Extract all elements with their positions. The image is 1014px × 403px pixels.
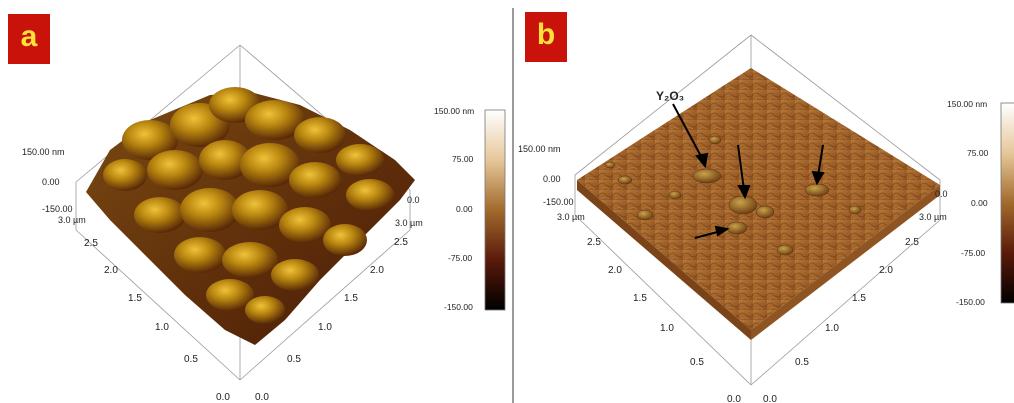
y-tick-b-1: 2.5 [905, 237, 919, 248]
y-axis-unit-a: 3.0 µm [395, 218, 423, 228]
annotation-arrows [672, 103, 825, 239]
y-tick-b-0: 0.0 [935, 189, 948, 199]
x-tick-a-5: 0.5 [184, 354, 198, 365]
y2o3-annotation: Y₂O₃ [656, 89, 684, 103]
y-tick-b-4: 1.0 [825, 323, 839, 334]
y-tick-a-3: 1.5 [344, 293, 358, 304]
panel-divider [512, 8, 514, 403]
y-tick-b-3: 1.5 [852, 293, 866, 304]
afm-3d-plot-a: 150.00 nm 0.00 -150.00 3.0 µm 2.5 2.0 1.… [22, 44, 506, 403]
y-tick-a-5: 0.5 [287, 354, 301, 365]
x-tick-b-5: 0.5 [690, 357, 704, 368]
x-tick-b-4: 1.0 [660, 323, 674, 334]
z-axis-top-b: 150.00 nm [518, 144, 561, 154]
z-axis-bot-b: -150.00 [543, 197, 574, 207]
colorbar-a-label-4: -75.00 [448, 253, 472, 263]
x-tick-a-2: 2.0 [104, 265, 118, 276]
x-axis-unit-a: 3.0 µm [58, 215, 86, 225]
z-axis-bot-a: -150.00 [42, 204, 73, 214]
colorbar-b [1000, 102, 1014, 304]
y-tick-a-1: 2.5 [394, 237, 408, 248]
colorbar-b-label-1: 150.00 nm [947, 99, 987, 109]
colorbar-b-label-2: 75.00 [967, 148, 989, 158]
x-tick-a-1: 2.5 [84, 238, 98, 249]
x-tick-b-2: 2.0 [608, 265, 622, 276]
y-tick-a-6: 0.0 [255, 392, 269, 403]
y-tick-b-2: 2.0 [879, 265, 893, 276]
colorbar-b-label-5: -150.00 [956, 297, 985, 307]
x-tick-b-6: 0.0 [727, 394, 741, 403]
x-tick-a-3: 1.5 [128, 293, 142, 304]
colorbar-a-label-1: 150.00 nm [434, 106, 474, 116]
y-tick-b-6: 0.0 [763, 394, 777, 403]
afm-panel-a: a [8, 14, 506, 403]
afm-surface-a [86, 87, 415, 345]
y-tick-a-2: 2.0 [370, 265, 384, 276]
x-tick-b-1: 2.5 [587, 237, 601, 248]
colorbar-b-label-4: -75.00 [961, 248, 985, 258]
colorbar-b-label-3: 0.00 [971, 198, 988, 208]
colorbar-a-label-5: -150.00 [444, 302, 473, 312]
z-axis-top-a: 150.00 nm [22, 147, 65, 157]
panel-label-b: b [525, 12, 567, 62]
y-tick-a-0: 0.0 [407, 195, 420, 205]
z-axis-mid-a: 0.00 [42, 177, 60, 187]
colorbar-a [484, 109, 506, 311]
x-axis-unit-b: 3.0 µm [557, 212, 585, 222]
z-axis-mid-b: 0.00 [543, 174, 561, 184]
x-tick-b-3: 1.5 [633, 293, 647, 304]
panel-label-a: a [8, 14, 50, 64]
colorbar-a-label-2: 75.00 [452, 154, 474, 164]
afm-surface-b [577, 68, 940, 340]
y-tick-b-5: 0.5 [795, 357, 809, 368]
y-tick-a-4: 1.0 [318, 322, 332, 333]
x-tick-a-4: 1.0 [155, 322, 169, 333]
afm-3d-plot-b: Y₂O₃ 150.00 nm 0.00 -150.00 3.0 µm 2.5 2… [518, 34, 1014, 403]
afm-panel-b: b [515, 0, 1014, 403]
colorbar-a-label-3: 0.00 [456, 204, 473, 214]
y-axis-unit-b: 3.0 µm [919, 212, 947, 222]
x-tick-a-6: 0.0 [216, 392, 230, 403]
